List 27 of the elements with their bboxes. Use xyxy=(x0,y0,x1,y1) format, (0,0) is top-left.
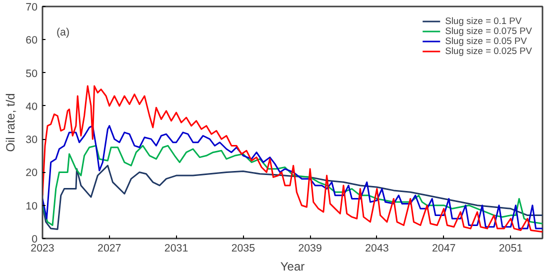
annotation: (a) xyxy=(56,26,70,38)
y-axis-title: Oil rate, t/d xyxy=(4,93,18,152)
y-tick-label: 70 xyxy=(26,2,38,14)
line-series xyxy=(42,85,542,233)
x-tick-label: 2027 xyxy=(98,242,122,254)
x-tick-label: 2035 xyxy=(231,242,256,254)
line-series xyxy=(42,144,542,226)
y-tick-label: 30 xyxy=(26,134,38,146)
x-tick-label: 2047 xyxy=(432,242,456,254)
y-tick-label: 20 xyxy=(26,167,38,180)
line-series xyxy=(42,125,542,230)
x-tick-label: 2043 xyxy=(365,242,389,254)
legend-label: Slug size = 0.075 PV xyxy=(445,26,532,36)
legend-label: Slug size = 0.1 PV xyxy=(445,16,522,26)
legend-label: Slug size = 0.05 PV xyxy=(445,36,527,46)
x-tick-label: 2039 xyxy=(298,242,322,254)
y-tick-label: 60 xyxy=(26,34,38,47)
x-tick-label: 2031 xyxy=(164,242,188,254)
y-tick-label: 10 xyxy=(26,200,38,212)
x-axis-title: Year xyxy=(280,260,305,274)
y-tick-label: 50 xyxy=(26,68,38,80)
x-tick-label: 2051 xyxy=(498,242,523,254)
y-tick-label: 0 xyxy=(32,234,38,246)
x-tick-label: 2023 xyxy=(30,242,54,254)
y-tick-label: 40 xyxy=(26,100,38,113)
legend-label: Slug size = 0.025 PV xyxy=(445,46,532,56)
line-series xyxy=(42,164,542,230)
